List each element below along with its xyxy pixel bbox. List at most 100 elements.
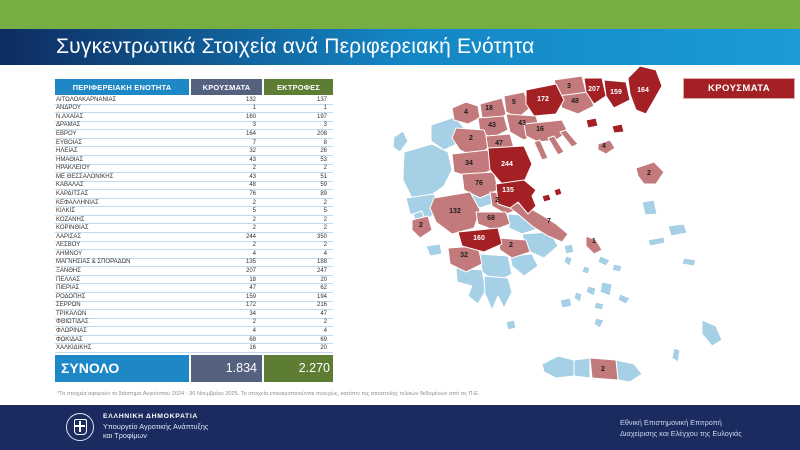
- table-row: ΛΕΣΒΟΥ 2 2: [55, 242, 333, 251]
- map-island: [597, 255, 611, 267]
- map-region-korinthia: [497, 237, 531, 259]
- table-row: ΚΙΛΚΙΣ 5 5: [55, 207, 333, 216]
- table-row: ΚΕΦΑΛΛΗΝΙΑΣ 2 2: [55, 199, 333, 208]
- farms-value: 247: [316, 268, 327, 275]
- cases-value: 4: [252, 327, 256, 334]
- map-region-kefalonia: [411, 215, 433, 239]
- table-rows: ΑΙΤΩΛΟΑΚΑΡΝΑΝΙΑΣ 132 137 ΑΝΔΡΟΥ 1 1 Ν.ΑΧΑΪΑΣ 16…: [55, 96, 333, 353]
- cases-value: 135: [245, 259, 256, 266]
- committee-line2: Διαχείρισης και Ελέγχου της Ευλογιάς: [620, 428, 742, 438]
- map-region-kavala: [557, 91, 595, 115]
- cases-value: 2: [252, 199, 256, 206]
- map-island: [585, 285, 597, 297]
- table-total-row: ΣΥΝΟΛΟ 1.834 2.270: [55, 354, 333, 382]
- map-island: [617, 293, 631, 305]
- region-name: ΗΛΕΙΑΣ: [56, 148, 78, 155]
- map-region-samothraki: [611, 123, 625, 134]
- map-region-label: 34: [465, 160, 473, 167]
- farms-value: 8: [323, 139, 327, 146]
- table-row: ΣΕΡΡΩΝ 172 216: [55, 302, 333, 311]
- farms-value: 197: [316, 113, 327, 120]
- cases-value: 68: [249, 336, 256, 343]
- table-row: ΛΗΜΝΟΥ 4 4: [55, 250, 333, 259]
- map-region-serres: [525, 83, 565, 117]
- farms-value: 51: [320, 173, 327, 180]
- region-name: ΜΕ ΘΕΣΣΑΛΟΝΙΚΗΣ: [56, 173, 114, 180]
- table-row: ΗΛΕΙΑΣ 32 26: [55, 147, 333, 156]
- farms-value: 2: [323, 216, 327, 223]
- cases-value: 159: [245, 293, 256, 300]
- map-region-label: 4: [464, 109, 468, 116]
- cases-value: 4: [252, 250, 256, 257]
- table-row: ΑΙΤΩΛΟΑΚΑΡΝΑΝΙΑΣ 132 137: [55, 96, 333, 105]
- cases-value: 164: [245, 131, 256, 138]
- map-region-chalkidiki-finger: [559, 129, 579, 148]
- ministry-title: ΕΛΛΗΝΙΚΗ ΔΗΜΟΚΡΑΤΙΑ: [103, 413, 199, 420]
- map-region-label: 48: [571, 98, 579, 105]
- table-row: ΔΡΑΜΑΣ 3 3: [55, 122, 333, 131]
- map-region-rhodes: [701, 319, 723, 347]
- farms-value: 2: [323, 242, 327, 249]
- map-region-crete-rethymno: [573, 357, 591, 379]
- map-region-rodopi: [603, 79, 631, 109]
- cases-value: 2: [252, 225, 256, 232]
- table-row: ΦΘΙΩΤΙΔΑΣ 2 2: [55, 319, 333, 328]
- map-island: [573, 291, 583, 303]
- map-island: [505, 319, 517, 331]
- cases-value: 2: [252, 242, 256, 249]
- map-region-label: 16: [536, 126, 544, 133]
- map-region-label: 164: [637, 87, 649, 94]
- region-name: ΣΕΡΡΩΝ: [56, 302, 81, 309]
- region-name: ΚΟΡΙΝΘΙΑΣ: [56, 225, 89, 232]
- cases-value: 43: [249, 156, 256, 163]
- map-region-label: 1: [592, 238, 596, 245]
- cases-value: 3: [252, 122, 256, 129]
- map-region-label: 2: [419, 222, 423, 229]
- map-region-chalkidiki: [523, 119, 569, 143]
- farms-value: 4: [323, 250, 327, 257]
- table-row: ΚΑΒΑΛΑΣ 48 59: [55, 182, 333, 191]
- map-region-achaia: [457, 227, 503, 253]
- map-region-evia: [509, 201, 569, 243]
- map-region-epirus: [402, 143, 453, 199]
- cases-value: 47: [249, 285, 256, 292]
- table-row: ΚΟΖΑΝΗΣ 2 2: [55, 216, 333, 225]
- total-label: ΣΥΝΟΛΟ: [55, 354, 189, 382]
- table-row: ΞΑΝΘΗΣ 207 247: [55, 267, 333, 276]
- region-name: ΚΟΖΑΝΗΣ: [56, 216, 85, 223]
- map-region-argolida: [509, 253, 539, 277]
- region-name: ΛΕΣΒΟΥ: [56, 242, 81, 249]
- title-bar: Συγκεντρωτικά Στοιχεία ανά Περιφερειακή …: [0, 29, 800, 65]
- cases-value: 132: [245, 96, 256, 103]
- map-region-label: 2: [647, 170, 651, 177]
- farms-value: 89: [320, 190, 327, 197]
- map-region-messinia: [455, 267, 487, 305]
- committee-line1: Εθνική Επιστημονική Επιτροπή: [620, 418, 722, 427]
- farms-value: 2: [323, 165, 327, 172]
- map-island: [681, 257, 697, 267]
- map-region-chios: [641, 199, 658, 216]
- map-region-label: 160: [473, 235, 485, 242]
- table-row: ΗΜΑΘΙΑΣ 43 53: [55, 156, 333, 165]
- cases-value: 76: [249, 190, 256, 197]
- map-region-lesvos: [635, 161, 665, 185]
- table-row: ΠΙΕΡΙΑΣ 47 62: [55, 284, 333, 293]
- table-row: ΚΟΡΙΝΘΙΑΣ 2 2: [55, 224, 333, 233]
- ministry-line2: και Τροφίμων: [103, 431, 147, 441]
- map-region-sporades: [541, 193, 552, 203]
- map-region-label: 43: [518, 120, 526, 127]
- region-name: ΛΑΡΙΣΑΣ: [56, 233, 82, 240]
- map-region-chalkidiki-finger: [547, 135, 565, 156]
- map-region-crete-chania: [541, 355, 575, 379]
- table-row: ΗΡΑΚΛΕΙΟΥ 2 2: [55, 165, 333, 174]
- map-region-andros: [585, 235, 603, 255]
- table-row: ΕΥΒΟΙΑΣ 7 8: [55, 139, 333, 148]
- map-island: [563, 243, 575, 255]
- total-farms-value: 2.270: [264, 354, 333, 382]
- map-region-xanthi: [583, 77, 607, 105]
- farms-value: 137: [316, 96, 327, 103]
- map-island: [581, 265, 591, 275]
- table-row: ΠΕΛΛΑΣ 18 20: [55, 276, 333, 285]
- region-name: ΚΙΛΚΙΣ: [56, 208, 76, 215]
- ministry-lines: Υπουργείο Αγροτικής Ανάπτυξης και Τροφίμ…: [103, 422, 208, 441]
